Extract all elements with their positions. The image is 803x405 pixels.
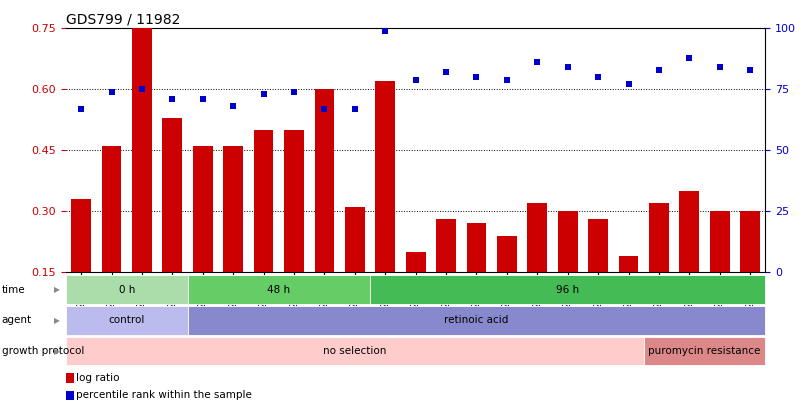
Text: percentile rank within the sample: percentile rank within the sample (76, 390, 252, 401)
Point (712, 64, 725, 70)
Text: retinoic acid: retinoic acid (444, 315, 508, 325)
Point (622, 81, 634, 87)
Bar (314, 90, 334, 272)
Text: 96 h: 96 h (556, 285, 579, 294)
Bar (375, 81, 394, 272)
Point (682, 54, 695, 61)
Point (560, 64, 573, 70)
Point (165, 96, 178, 102)
Bar (369, 275, 764, 304)
Text: puromycin resistance: puromycin resistance (647, 346, 760, 356)
Bar (187, 275, 369, 304)
Point (439, 69, 452, 75)
Point (257, 91, 270, 98)
Text: 0 h: 0 h (118, 285, 135, 294)
Bar (66, 390, 74, 400)
Text: agent: agent (2, 315, 31, 325)
Bar (193, 146, 213, 272)
Bar (618, 256, 638, 272)
Point (105, 89, 118, 95)
Bar (66, 337, 643, 365)
Text: ▶: ▶ (54, 316, 59, 325)
Bar (527, 203, 547, 272)
Bar (283, 130, 304, 272)
Text: ▶: ▶ (54, 347, 59, 356)
Text: ▶: ▶ (54, 285, 59, 294)
Bar (101, 146, 121, 272)
Bar (588, 220, 607, 272)
Bar (709, 211, 729, 272)
Point (196, 96, 209, 102)
Bar (648, 203, 668, 272)
Bar (223, 146, 243, 272)
Text: growth protocol: growth protocol (2, 346, 84, 356)
Text: time: time (2, 285, 25, 294)
Point (287, 89, 300, 95)
Point (499, 76, 512, 83)
Point (743, 66, 756, 73)
Bar (187, 306, 764, 335)
Bar (643, 337, 764, 365)
Point (75, 106, 88, 112)
Bar (679, 191, 699, 272)
Bar (406, 252, 425, 272)
Bar (466, 224, 486, 272)
Text: GDS799 / 11982: GDS799 / 11982 (66, 12, 180, 26)
Point (530, 59, 543, 66)
Point (136, 86, 149, 92)
Point (409, 76, 422, 83)
Bar (436, 220, 455, 272)
Bar (66, 373, 74, 383)
Bar (496, 236, 516, 272)
Point (470, 74, 483, 80)
Bar (344, 207, 365, 272)
Point (652, 66, 665, 73)
Text: no selection: no selection (323, 346, 386, 356)
Bar (740, 211, 759, 272)
Bar (66, 275, 187, 304)
Point (378, 28, 391, 34)
Point (591, 74, 604, 80)
Point (318, 106, 331, 112)
Text: log ratio: log ratio (76, 373, 120, 383)
Point (348, 106, 361, 112)
Bar (71, 199, 91, 272)
Bar (557, 211, 577, 272)
Bar (132, 28, 152, 272)
Text: 48 h: 48 h (267, 285, 290, 294)
Bar (162, 118, 182, 272)
Bar (66, 306, 187, 335)
Bar (254, 130, 273, 272)
Text: control: control (108, 315, 145, 325)
Point (226, 103, 239, 110)
